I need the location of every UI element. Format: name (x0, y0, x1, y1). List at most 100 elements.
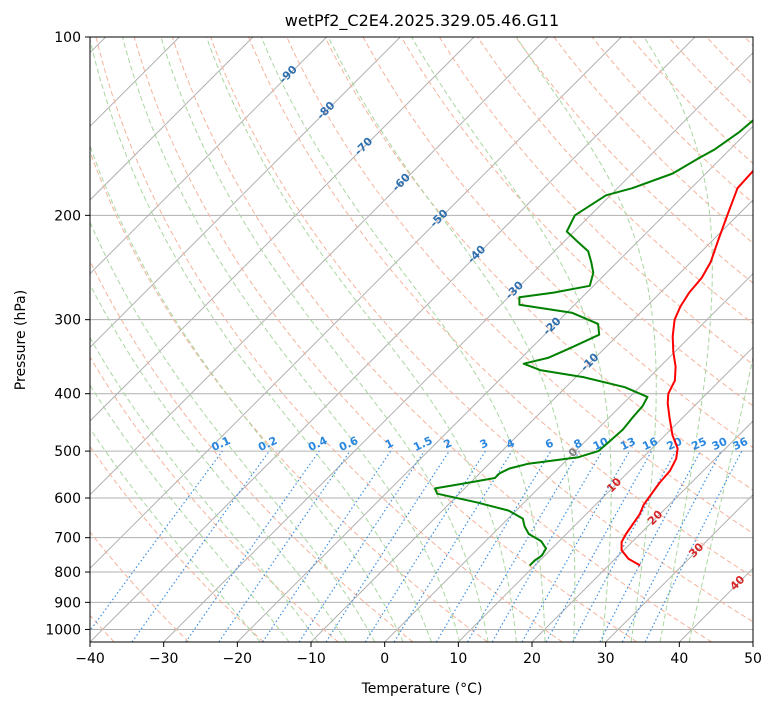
mixing-ratio-line (545, 450, 653, 642)
moist-adiabat (205, 37, 517, 642)
dry-adiabat (515, 37, 753, 284)
isotherm-line (90, 37, 254, 201)
isotherm-label: -30 (503, 278, 526, 301)
isotherm-label: 40 (727, 573, 747, 593)
dry-adiabat (133, 37, 638, 642)
mixing-ratio-label: 1 (383, 436, 395, 451)
dry-adiabat (400, 37, 753, 407)
mixing-ratio-line (644, 450, 743, 642)
y-tick-label: 100 (54, 30, 81, 46)
isotherm-line (236, 125, 753, 642)
dry-adiabat (591, 37, 753, 204)
moist-adiabat (90, 37, 432, 642)
x-tick-label: −20 (223, 651, 253, 667)
mixing-ratio-line (131, 450, 270, 642)
dry-adiabat (362, 37, 753, 449)
isotherm-line (90, 37, 622, 570)
isotherm-line (90, 37, 401, 349)
isotherm-label: -20 (540, 314, 563, 337)
mixing-ratio-label: 10 (591, 435, 611, 453)
mixing-ratio-label: 36 (731, 435, 751, 453)
adiabat-labels: 0.1 0.2 0.4 0.6 1 1.5 2 3 4 6 8 10 13 16 20 25 30 36-90-8… (209, 63, 750, 593)
dry-adiabat (248, 37, 753, 578)
x-tick-label: 40 (670, 651, 688, 667)
isotherm-lines (90, 37, 753, 642)
y-axis-label: Pressure (hPa) (13, 290, 29, 390)
dry-adiabats (90, 37, 753, 642)
mixing-ratio-line (325, 450, 450, 642)
moist-adiabat (90, 336, 319, 642)
dry-adiabat (744, 37, 753, 47)
isotherm-label: -70 (352, 135, 375, 158)
mixing-ratio-label: 6 (543, 436, 556, 451)
isotherm-line (90, 37, 328, 275)
axes-ticks: −40 −30 −20 −10 0 10 20 30 40 50 100 200 300 400 500 60… (45, 30, 762, 667)
plot-frame (89, 36, 754, 643)
isotherm-line (310, 199, 753, 642)
moist-adiabat (90, 384, 290, 642)
mixing-ratio-label: 4 (504, 436, 517, 451)
moist-adiabat (90, 283, 347, 642)
dry-adiabat (90, 150, 488, 642)
moist-adiabat (160, 37, 489, 642)
dry-adiabat (90, 445, 264, 642)
y-tick-label: 1000 (45, 622, 81, 638)
mixing-ratio-line (435, 450, 552, 642)
mixing-ratio-line (621, 450, 722, 642)
mixing-ratio-line (218, 450, 351, 642)
y-tick-label: 200 (54, 208, 81, 224)
isotherm-line (752, 641, 753, 642)
mixing-ratio-line (185, 450, 320, 642)
x-axis-label: Temperature (°C) (361, 681, 483, 697)
mixing-ratio-line (90, 450, 223, 632)
moist-adiabat (327, 37, 576, 642)
moist-adiabat (90, 144, 404, 642)
moist-adiabat (90, 427, 261, 642)
dry-adiabat (90, 356, 339, 642)
mixing-ratio-label: 30 (710, 435, 730, 453)
dry-adiabat (324, 37, 753, 491)
x-tick-label: −30 (149, 651, 179, 667)
y-tick-label: 900 (54, 595, 81, 611)
mixing-ratio-line (262, 450, 392, 642)
dry-adiabat (477, 37, 753, 325)
isotherm-line (531, 420, 753, 642)
isotherm-label: 10 (604, 475, 624, 495)
dewpoint-profile (434, 119, 753, 567)
dry-adiabat (438, 37, 753, 366)
x-tick-label: 10 (449, 651, 467, 667)
isotherm-label: -50 (427, 207, 450, 230)
x-tick-label: −40 (75, 651, 105, 667)
moist-adiabat (643, 37, 713, 642)
mixing-ratio-line (572, 450, 677, 642)
moist-adiabat (515, 37, 657, 642)
mixing-ratio-line (298, 450, 425, 642)
dry-adiabat (171, 37, 712, 642)
y-tick-label: 700 (54, 531, 81, 547)
mixing-ratio-line (521, 450, 631, 642)
y-tick-label: 300 (54, 313, 81, 329)
moist-adiabat (122, 37, 461, 642)
dry-adiabat (668, 37, 753, 125)
sounding-profiles (434, 119, 753, 567)
chart-title: wetPf2_C2E4.2025.329.05.46.G11 (285, 11, 559, 31)
isotherm-label: 30 (686, 540, 706, 560)
dry-adiabat (210, 37, 753, 623)
isotherm-line (90, 37, 696, 642)
mixing-ratio-label: 16 (640, 435, 660, 453)
isotherm-label: -90 (277, 63, 300, 86)
moist-adiabat (688, 355, 753, 642)
y-tick-label: 500 (54, 444, 81, 460)
y-tick-label: 600 (54, 491, 81, 507)
isotherm-line (605, 493, 753, 642)
isotherm-line (163, 51, 753, 642)
isotherm-line (90, 37, 475, 422)
x-tick-label: 20 (523, 651, 541, 667)
isotherm-label: -10 (578, 350, 601, 373)
moist-adiabat (411, 37, 612, 642)
temperature-profile (620, 169, 753, 567)
pressure-gridlines (90, 37, 753, 630)
x-tick-label: 50 (744, 651, 762, 667)
isotherm-line (90, 37, 549, 496)
